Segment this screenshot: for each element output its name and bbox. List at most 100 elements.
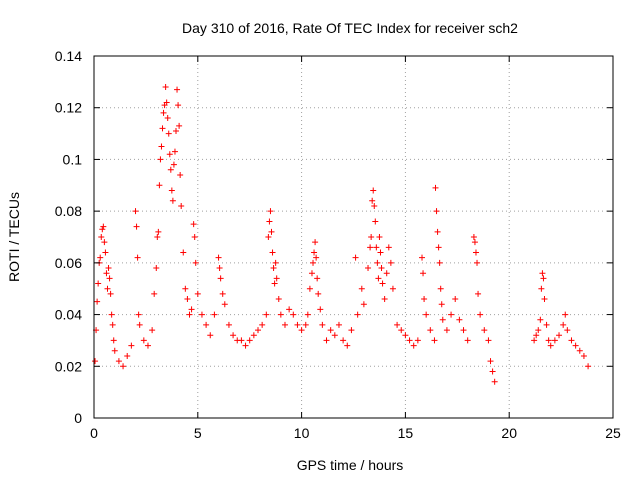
data-point	[471, 239, 478, 246]
x-axis: 0 5 10 15 20 25	[90, 56, 621, 441]
data-point	[92, 358, 99, 365]
data-point	[456, 316, 463, 323]
data-point	[98, 234, 105, 240]
data-point	[474, 259, 481, 266]
data-point	[120, 363, 127, 370]
data-point	[564, 327, 571, 334]
data-point	[487, 358, 494, 365]
data-point	[312, 239, 319, 246]
data-point	[294, 321, 301, 328]
data-point	[436, 259, 443, 266]
data-point	[144, 342, 151, 349]
data-point	[580, 352, 587, 359]
y-tick-label: 0.14	[55, 48, 82, 64]
y-tick-label: 0.02	[55, 358, 82, 374]
data-point	[373, 244, 380, 251]
data-point	[423, 311, 430, 318]
data-point	[166, 151, 173, 158]
data-point	[314, 275, 321, 282]
data-point	[194, 290, 201, 297]
data-point	[572, 342, 579, 349]
data-point	[387, 259, 394, 266]
data-point	[272, 259, 279, 266]
data-point	[100, 223, 107, 230]
data-point	[215, 254, 222, 261]
data-point	[255, 327, 262, 334]
data-point	[162, 84, 169, 91]
data-point	[354, 311, 361, 318]
x-tick-label: 0	[90, 425, 98, 441]
data-point	[335, 321, 342, 328]
data-point	[298, 327, 305, 334]
data-point	[104, 285, 111, 292]
data-point	[217, 275, 224, 282]
data-point	[540, 275, 547, 282]
data-point	[421, 296, 428, 303]
data-point	[242, 342, 249, 349]
data-point	[489, 368, 496, 375]
y-tick-label: 0.04	[55, 307, 82, 323]
data-point	[452, 296, 459, 303]
x-tick-label: 10	[294, 425, 310, 441]
data-point	[108, 311, 115, 318]
data-point	[437, 285, 444, 292]
data-point	[383, 270, 390, 277]
data-point	[319, 321, 326, 328]
data-point	[541, 296, 548, 303]
data-point	[188, 306, 195, 313]
data-point	[389, 285, 396, 292]
data-point	[375, 275, 382, 282]
data-point	[491, 378, 498, 385]
data-point	[186, 311, 193, 318]
data-point	[323, 337, 330, 344]
data-point	[106, 275, 113, 282]
data-point	[344, 342, 351, 349]
data-point	[178, 202, 185, 209]
data-point	[174, 86, 181, 93]
data-point	[539, 270, 546, 277]
data-point	[151, 290, 158, 297]
data-point	[102, 249, 109, 256]
data-point	[379, 280, 386, 287]
data-point	[410, 342, 417, 349]
data-point	[551, 337, 558, 344]
data-point	[271, 280, 278, 287]
data-point	[438, 301, 445, 308]
data-point	[216, 265, 223, 272]
data-point	[266, 218, 273, 225]
data-point	[313, 254, 320, 261]
data-point	[378, 265, 385, 272]
data-point	[103, 270, 110, 277]
data-point	[464, 337, 471, 344]
data-point	[269, 249, 276, 256]
data-point	[221, 301, 228, 308]
plot-frame	[93, 55, 614, 419]
data-point	[374, 259, 381, 266]
data-point	[156, 182, 163, 189]
data-point	[267, 208, 274, 215]
data-point	[164, 115, 171, 122]
data-point	[250, 332, 257, 339]
data-point	[133, 223, 140, 230]
data-point	[331, 332, 338, 339]
data-point	[477, 311, 484, 318]
data-point	[160, 109, 167, 116]
data-point	[481, 327, 488, 334]
y-axis-title: ROTI / TECUs	[6, 192, 22, 282]
data-point	[585, 363, 592, 370]
data-point	[159, 125, 166, 132]
y-tick-label: 0.1	[63, 151, 83, 167]
data-point	[158, 143, 165, 150]
data-point	[110, 337, 117, 344]
data-point	[533, 332, 540, 339]
data-point	[365, 265, 372, 272]
data-point	[124, 352, 131, 359]
data-point	[128, 342, 135, 349]
data-point	[219, 290, 226, 297]
data-point	[99, 226, 106, 233]
data-point	[168, 187, 175, 194]
chart-title: Day 310 of 2016, Rate Of TEC Index for r…	[182, 20, 518, 36]
data-point	[157, 156, 164, 163]
data-point	[192, 259, 199, 266]
